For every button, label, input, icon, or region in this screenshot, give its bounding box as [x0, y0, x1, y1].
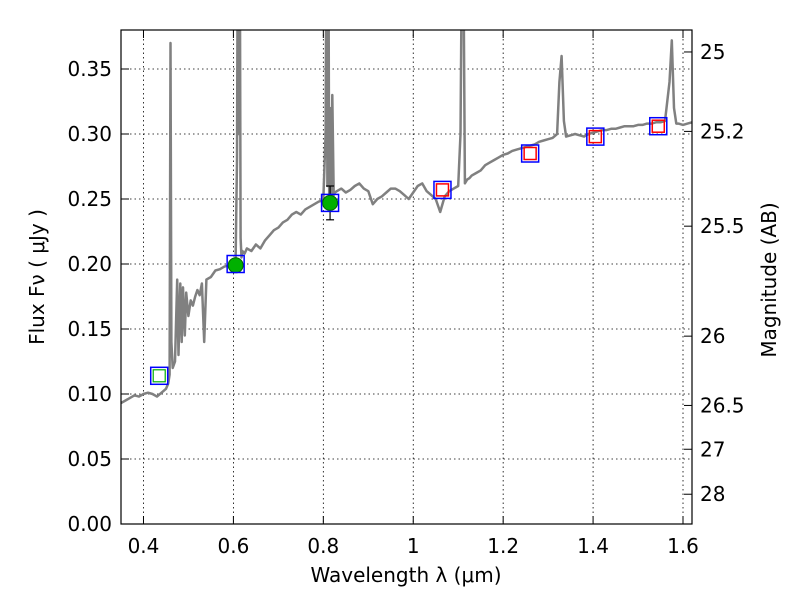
x-tick-label: 0.4 [128, 534, 160, 558]
y2-tick-label: 25.5 [700, 214, 745, 238]
red-filter-point [523, 146, 537, 161]
y-tick-label: 0.10 [67, 382, 112, 406]
y2-axis-ticks: 25 25.2 25.5 26 26.5 27 28 [684, 40, 745, 506]
y2-tick-label: 25 [700, 40, 725, 64]
observed-point [322, 194, 339, 211]
x-tick-label: 1 [407, 534, 420, 558]
x-tick-label: 0.6 [217, 534, 249, 558]
model-photometry-point [226, 254, 245, 274]
green-filter-point [152, 369, 166, 383]
red-filter-point [651, 119, 666, 133]
red-filter-point [435, 183, 450, 197]
y-tick-label: 0.15 [67, 317, 112, 341]
y-tick-label: 0.35 [67, 57, 112, 81]
y-tick-label: 0.30 [67, 122, 112, 146]
x-axis-ticks: 0.4 0.6 0.8 1 1.2 1.4 1.6 [128, 30, 699, 558]
model-photometry-point [649, 116, 668, 136]
y2-axis-title: Magnitude (AB) [757, 202, 781, 357]
y-tick-label: 0.00 [67, 512, 112, 536]
model-photometry-point [320, 193, 340, 213]
y2-tick-label: 27 [700, 437, 725, 461]
spectrum-line [121, 30, 692, 405]
x-tick-label: 0.8 [307, 534, 339, 558]
model-photometry-point [433, 180, 452, 200]
y-tick-label: 0.20 [67, 252, 112, 276]
observed-point [227, 257, 244, 274]
model-photometry-point [520, 144, 540, 163]
x-tick-label: 1.2 [487, 534, 519, 558]
y-axis-ticks: 0.00 0.05 0.10 0.15 0.20 0.25 0.30 0.35 [67, 57, 129, 536]
y-tick-label: 0.25 [67, 187, 112, 211]
photometry-points [149, 116, 668, 386]
y2-tick-label: 28 [700, 482, 725, 506]
y2-tick-label: 26 [700, 324, 725, 348]
y2-tick-label: 25.2 [700, 119, 745, 143]
x-tick-label: 1.4 [577, 534, 609, 558]
grid [121, 30, 692, 525]
x-tick-label: 1.6 [667, 534, 699, 558]
plot-frame [120, 29, 693, 525]
red-filter-point [588, 129, 603, 144]
y-tick-label: 0.05 [67, 447, 112, 471]
model-photometry-point [149, 366, 169, 386]
model-photometry-point [586, 127, 605, 146]
y-axis-title: Flux Fν ( μJy ) [25, 209, 49, 345]
y2-tick-label: 26.5 [700, 393, 745, 417]
x-axis-title: Wavelength λ (μm) [310, 563, 501, 587]
